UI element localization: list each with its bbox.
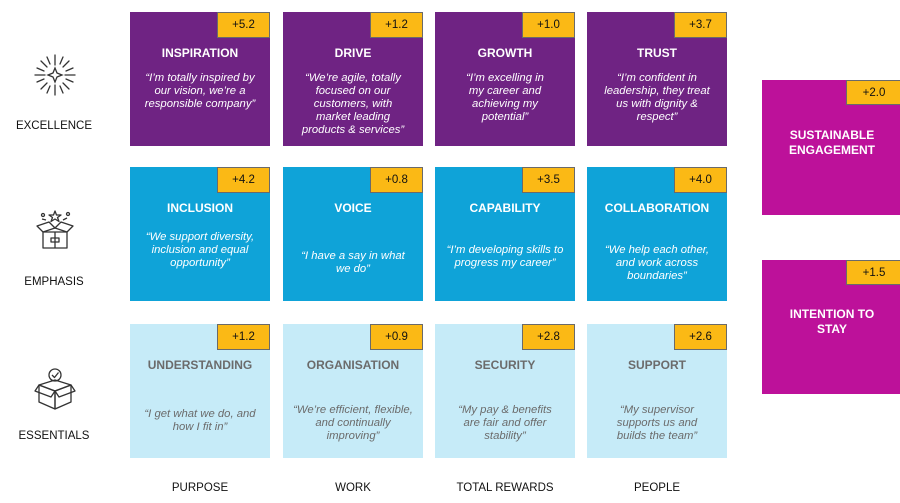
score-badge: +1.5 — [846, 260, 900, 285]
score-badge: +4.2 — [217, 167, 270, 193]
score-badge: +2.8 — [522, 324, 575, 350]
tile-title: INCLUSION — [167, 201, 233, 215]
tile-title: VOICE — [334, 201, 372, 215]
score-badge: +3.5 — [522, 167, 575, 193]
row-label-excellence: EXCELLENCE — [15, 120, 93, 132]
tile-title: ORGANISATION — [306, 358, 400, 372]
outcome-title: INTENTION TO STAY — [789, 307, 875, 336]
tile-title: GROWTH — [477, 46, 533, 60]
tile-inspiration: +5.2 INSPIRATION “I’m totally inspired b… — [130, 12, 270, 146]
tile-voice: +0.8 VOICE “I have a say in what we do” — [283, 167, 423, 301]
row-label-essentials: ESSENTIALS — [18, 430, 90, 442]
score-badge: +5.2 — [217, 12, 270, 38]
tile-understanding: +1.2 UNDERSTANDING “I get what we do, an… — [130, 324, 270, 458]
score-badge: +1.2 — [217, 324, 270, 350]
tile-quote: “I get what we do, and how I fit in” — [144, 408, 256, 433]
tile-quote: “I’m totally inspired by our vision, we’… — [144, 72, 256, 110]
score-badge: +4.0 — [674, 167, 727, 193]
tile-capability: +3.5 CAPABILITY “I’m developing skills t… — [435, 167, 575, 301]
score-badge: +0.8 — [370, 167, 423, 193]
tile-quote: “I have a say in what we do” — [301, 250, 405, 275]
tile-title: SUPPORT — [627, 358, 686, 372]
tile-title: SECURITY — [474, 358, 536, 372]
score-badge: +1.0 — [522, 12, 575, 38]
sparkle-burst-icon — [34, 54, 76, 96]
tile-trust: +3.7 TRUST “I’m confident in leadership,… — [587, 12, 727, 146]
tile-support: +2.6 SUPPORT “My supervisor supports us … — [587, 324, 727, 458]
tile-quote: “We’re agile, totally focused on our cus… — [301, 72, 405, 136]
tile-title: DRIVE — [334, 46, 372, 60]
column-label-total-rewards: TOTAL REWARDS — [456, 482, 554, 494]
tile-title: COLLABORATION — [604, 201, 710, 215]
tile-organisation: +0.9 ORGANISATION “We’re efficient, flex… — [283, 324, 423, 458]
tile-title: TRUST — [637, 46, 677, 60]
tile-inclusion: +4.2 INCLUSION “We support diversity, in… — [130, 167, 270, 301]
tile-growth: +1.0 GROWTH “I’m excelling in my career … — [435, 12, 575, 146]
tile-quote: “We’re efficient, flexible, and continua… — [293, 404, 413, 442]
tile-collaboration: +4.0 COLLABORATION “We help each other, … — [587, 167, 727, 301]
checked-box-icon — [34, 368, 76, 410]
score-badge: +2.6 — [674, 324, 727, 350]
tile-quote: “I’m confident in leadership, they treat… — [604, 72, 710, 123]
tile-title: UNDERSTANDING — [147, 358, 253, 372]
outcome-sustainable-engagement: +2.0 SUSTAINABLE ENGAGEMENT — [762, 80, 900, 215]
tile-quote: “My pay & benefits are fair and offer st… — [458, 404, 552, 442]
row-label-emphasis: EMPHASIS — [24, 276, 84, 288]
column-label-purpose: PURPOSE — [171, 482, 229, 494]
tile-title: INSPIRATION — [161, 46, 239, 60]
score-badge: +1.2 — [370, 12, 423, 38]
tile-quote: “I’m excelling in my career and achievin… — [466, 72, 544, 123]
outcome-intention-to-stay: +1.5 INTENTION TO STAY — [762, 260, 900, 394]
score-badge: +0.9 — [370, 324, 423, 350]
tile-quote: “I’m developing skills to progress my ca… — [446, 244, 564, 269]
column-label-people: PEOPLE — [633, 482, 681, 494]
column-label-work: WORK — [335, 482, 371, 494]
tile-title: CAPABILITY — [469, 201, 541, 215]
tile-quote: “My supervisor supports us and builds th… — [616, 404, 698, 442]
tile-drive: +1.2 DRIVE “We’re agile, totally focused… — [283, 12, 423, 146]
open-gift-box-icon — [36, 210, 74, 249]
tile-quote: “We help each other, and work across bou… — [604, 244, 710, 282]
tile-quote: “We support diversity, inclusion and equ… — [145, 231, 255, 269]
tile-security: +2.8 SECURITY “My pay & benefits are fai… — [435, 324, 575, 458]
score-badge: +2.0 — [846, 80, 900, 105]
outcome-title: SUSTAINABLE ENGAGEMENT — [788, 128, 875, 157]
score-badge: +3.7 — [674, 12, 727, 38]
